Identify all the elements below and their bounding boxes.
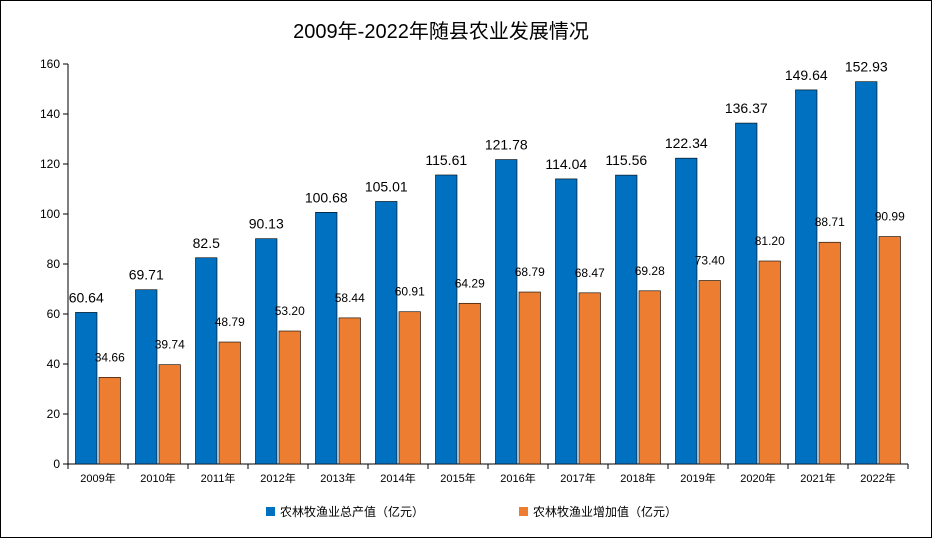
x-tick-label: 2012年 [260, 471, 295, 485]
data-label-total-output: 152.93 [845, 59, 888, 75]
bar-added-value [218, 341, 241, 465]
x-tick-label: 2017年 [560, 471, 595, 485]
data-label-total-output: 90.13 [249, 216, 284, 232]
x-tick-label: 2022年 [860, 471, 895, 485]
bar-total-output [75, 312, 98, 465]
data-label-total-output: 115.56 [605, 152, 647, 168]
x-tick-label: 2018年 [620, 471, 655, 485]
bar-added-value [338, 317, 361, 465]
data-label-added-value: 81.20 [755, 234, 785, 248]
data-label-added-value: 60.91 [395, 285, 425, 299]
y-tick-label: 60 [47, 307, 61, 321]
data-label-total-output: 69.71 [129, 267, 164, 283]
bar-added-value [518, 291, 541, 465]
x-tick-label: 2009年 [80, 471, 115, 485]
legend-swatch-added-value [519, 507, 528, 516]
legend-item-total-output: 农林牧渔业总产值（亿元） [266, 503, 424, 520]
data-label-total-output: 136.37 [725, 100, 768, 116]
x-tick-label: 2015年 [440, 471, 475, 485]
y-tick-label: 140 [40, 107, 60, 121]
data-label-added-value: 69.28 [635, 264, 665, 278]
bar-added-value [698, 280, 721, 465]
data-label-total-output: 105.01 [365, 178, 408, 194]
bar-added-value [398, 311, 421, 465]
x-tick-label: 2013年 [320, 471, 355, 485]
x-tick-label: 2020年 [740, 471, 775, 485]
data-label-added-value: 64.29 [455, 276, 485, 290]
data-label-total-output: 82.5 [193, 235, 220, 251]
data-label-added-value: 39.74 [155, 338, 185, 352]
bar-total-output [795, 89, 818, 465]
y-tick-label: 0 [53, 457, 60, 471]
data-label-added-value: 88.71 [815, 215, 845, 229]
legend-label-added-value: 农林牧渔业增加值（亿元） [533, 505, 678, 519]
bar-total-output [255, 238, 278, 465]
legend: 农林牧渔业总产值（亿元） 农林牧渔业增加值（亿元） [1, 503, 931, 523]
bar-added-value [878, 236, 901, 465]
y-tick-label: 80 [47, 257, 61, 271]
y-tick-label: 20 [47, 407, 61, 421]
bar-total-output [315, 212, 338, 465]
x-tick-label: 2019年 [680, 471, 715, 485]
bar-total-output [855, 81, 878, 465]
data-label-total-output: 149.64 [785, 67, 828, 83]
legend-label-total-output: 农林牧渔业总产值（亿元） [280, 505, 425, 519]
data-label-total-output: 100.68 [305, 189, 348, 205]
legend-swatch-total-output [266, 507, 275, 516]
data-label-total-output: 115.61 [425, 152, 467, 168]
chart-title: 2009年-2022年随县农业发展情况 [293, 21, 589, 43]
bar-total-output [675, 157, 698, 465]
x-tick-label: 2014年 [380, 471, 415, 485]
data-label-added-value: 34.66 [95, 350, 125, 364]
data-label-added-value: 48.79 [215, 315, 245, 329]
bar-total-output [615, 174, 638, 465]
bar-total-output [555, 178, 578, 465]
bar-added-value [278, 330, 301, 465]
bar-total-output [195, 257, 218, 465]
y-tick-label: 100 [40, 207, 60, 221]
data-label-added-value: 73.40 [695, 254, 725, 268]
bar-added-value [158, 364, 181, 465]
x-tick-label: 2021年 [800, 471, 835, 485]
y-tick-label: 40 [47, 357, 61, 371]
x-tick-label: 2011年 [201, 471, 236, 485]
data-label-added-value: 68.47 [575, 266, 605, 280]
bar-added-value [578, 292, 601, 465]
bar-total-output [435, 174, 458, 465]
data-label-added-value: 53.20 [275, 304, 305, 318]
y-tick-label: 120 [40, 157, 60, 171]
data-label-total-output: 60.64 [69, 289, 104, 305]
data-label-added-value: 58.44 [335, 291, 365, 305]
bar-total-output [495, 159, 518, 465]
bar-added-value [458, 302, 481, 465]
bar-added-value [638, 290, 661, 465]
x-tick-label: 2016年 [500, 471, 535, 485]
y-tick-label: 160 [40, 57, 60, 71]
data-label-added-value: 90.99 [875, 210, 905, 224]
data-label-total-output: 121.78 [485, 137, 528, 153]
bar-total-output [135, 289, 158, 465]
bar-total-output [375, 201, 398, 465]
bar-chart: 0 20 40 60 80 100 120 140 160 2009年 60.64 34.66 2010… [40, 57, 909, 485]
data-label-total-output: 114.04 [545, 156, 587, 172]
bar-total-output [735, 122, 758, 465]
x-tick-label: 2010年 [140, 471, 175, 485]
bar-added-value [758, 260, 781, 465]
bar-added-value [98, 377, 121, 465]
data-label-added-value: 68.79 [515, 265, 545, 279]
bar-added-value [818, 241, 841, 465]
data-label-total-output: 122.34 [665, 135, 708, 151]
legend-item-added-value: 农林牧渔业增加值（亿元） [519, 503, 677, 520]
